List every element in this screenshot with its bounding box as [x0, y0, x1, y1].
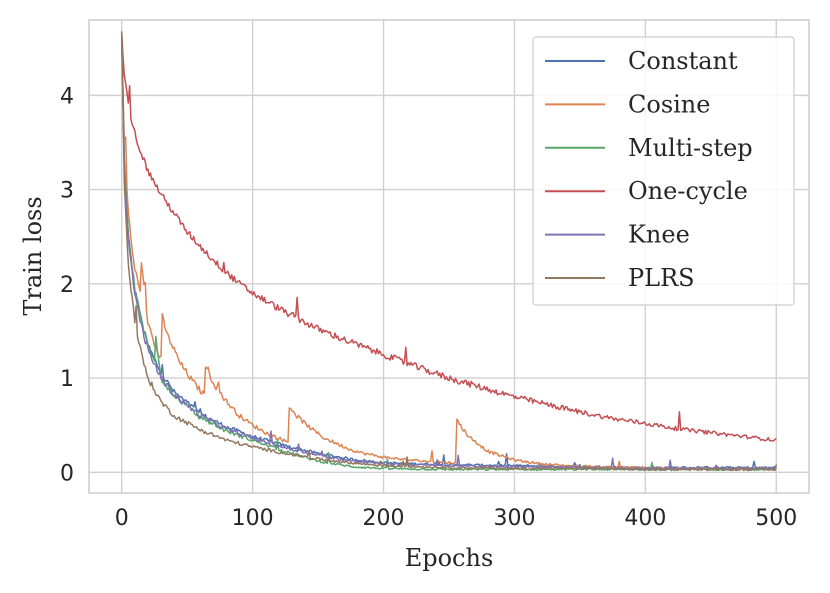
- legend-label: One-cycle: [628, 177, 748, 205]
- y-axis-label: Train loss: [19, 196, 47, 315]
- x-tick-label: 400: [624, 506, 666, 531]
- y-tick-label: 4: [60, 84, 74, 109]
- x-tick-label: 500: [755, 506, 797, 531]
- legend-label: Multi-step: [628, 134, 753, 162]
- x-tick-label: 300: [493, 506, 535, 531]
- x-tick-labels: 0 100 200 300 400 500: [115, 506, 798, 531]
- legend-label: Constant: [628, 47, 738, 75]
- x-tick-label: 200: [363, 506, 405, 531]
- y-tick-label: 1: [60, 367, 74, 392]
- y-tick-label: 2: [60, 273, 74, 298]
- legend-label: PLRS: [628, 264, 695, 292]
- series-line-plrs: [120, 31, 778, 472]
- plot-frame: [88, 19, 810, 494]
- y-tick-labels: 0 1 2 3 4: [60, 84, 74, 486]
- series-line-one-cycle: [120, 32, 777, 442]
- x-tick-label: 100: [232, 506, 274, 531]
- series-lines: [120, 31, 778, 472]
- y-tick-label: 0: [60, 461, 74, 486]
- y-tick-label: 3: [60, 179, 74, 204]
- legend: Constant Cosine Multi-step One-cycle Knee PLR…: [532, 36, 795, 306]
- legend-label: Cosine: [628, 90, 710, 118]
- x-axis-label: Epochs: [405, 544, 494, 572]
- legend-label: Knee: [628, 221, 690, 249]
- series-line-knee: [120, 35, 777, 471]
- x-tick-label: 0: [115, 506, 129, 531]
